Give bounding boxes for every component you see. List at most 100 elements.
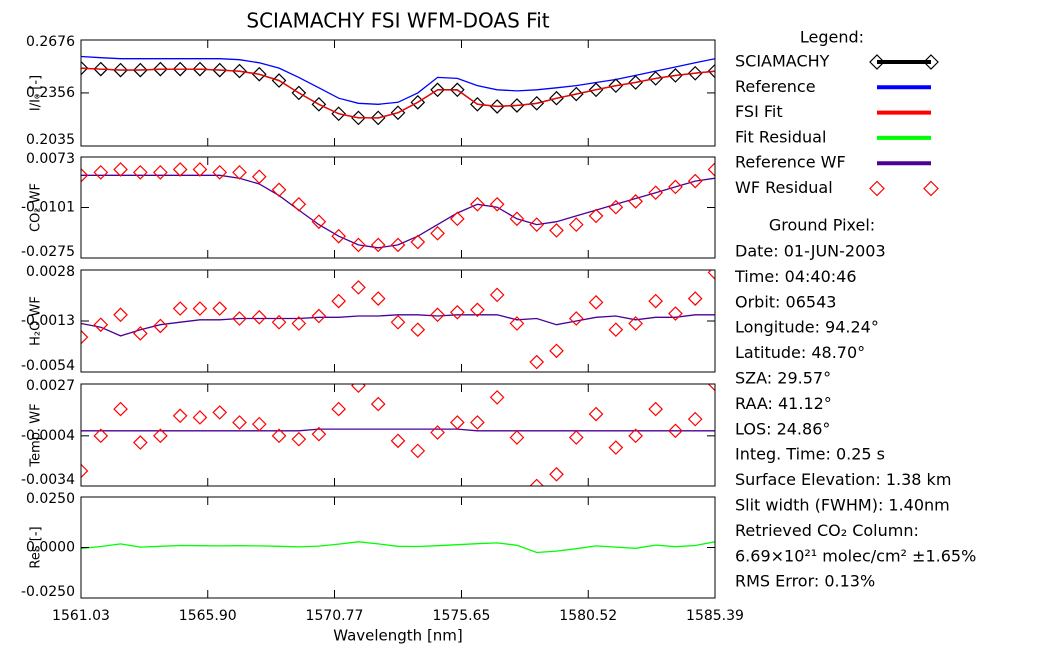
legend-label: Fit Residual [735,127,826,146]
data-point [509,98,525,113]
data-point [331,401,347,417]
y-axis-label: H₂O WF [29,296,44,346]
y-tick-label: 0.2356 [26,85,75,101]
info-line: Date: 01-JUN-2003 [735,242,886,261]
data-point [271,314,287,330]
data-point [568,311,584,326]
data-point [153,165,168,180]
data-point [232,165,247,180]
info-line: Time: 04:40:46 [734,267,857,286]
legend-marker [869,54,885,70]
data-point [588,294,604,310]
data-point [132,165,148,180]
info-line: SZA: 29.57° [735,369,831,388]
data-point [529,478,545,486]
info-line: RAA: 41.12° [735,394,832,413]
data-point [192,410,208,425]
data-point [509,316,525,331]
data-point [648,185,664,201]
data-point [251,169,267,185]
data-point [311,426,327,442]
data-point [489,196,505,212]
data-point [410,443,426,459]
legend-title: Legend: [800,28,864,47]
data-point [588,208,604,224]
x-tick-label: 1561.03 [52,608,110,624]
y-tick-label: -0.0054 [21,358,75,374]
data-point [311,214,327,230]
data-point [370,110,386,126]
data-point [668,306,683,321]
data-point [93,165,109,180]
data-point [331,228,347,244]
data-point [331,293,347,309]
y-tick-label: 0.2035 [26,132,75,148]
y-tick-label: 0.0000 [26,540,75,556]
series-line [81,314,715,337]
info-line: RMS Error: 0.13% [735,572,875,591]
data-point [390,237,406,253]
y-tick-label: 0.2676 [26,34,75,50]
data-point [153,318,168,334]
data-point [608,440,624,455]
data-point [113,162,128,177]
data-point [430,225,445,241]
data-point [370,291,386,306]
data-point [172,162,188,177]
data-point [410,322,426,338]
x-tick-label: 1570.77 [306,608,364,624]
legend-label: FSI Fit [735,102,783,121]
data-point [291,316,307,331]
y-axis-label: CO₂ WF [29,183,44,232]
data-point [271,182,287,198]
data-point [529,95,545,111]
y-tick-label: 0.0027 [26,378,75,394]
data-point [430,307,445,323]
info-line: LOS: 24.86° [735,419,830,438]
data-point [410,234,426,250]
data-point [153,428,168,444]
legend-label: WF Residual [735,178,833,197]
data-point [489,390,505,405]
data-point [648,401,664,417]
legend-marker [869,180,885,197]
data-point [430,425,445,440]
data-point [509,211,525,227]
data-point [608,199,624,215]
data-point [271,428,287,444]
data-point [172,408,188,424]
legend-label: SCIAMACHY [735,52,830,71]
data-point [549,223,564,238]
data-point [470,196,485,212]
data-point [648,71,664,86]
data-point [588,406,604,422]
data-point [81,329,89,345]
data-point [707,162,715,177]
data-point [568,430,584,445]
legend-label: Reference [735,77,816,96]
data-point [291,431,307,447]
y-axis-label: Res [-] [29,526,44,568]
data-point [351,384,366,394]
data-point [668,423,683,439]
data-point [351,237,366,253]
series-line [81,541,715,554]
data-point [81,463,89,479]
data-point [232,415,247,430]
data-point [509,430,525,445]
data-point [529,217,545,232]
data-point [212,405,228,420]
data-point [588,82,604,98]
data-point [132,435,148,450]
y-tick-label: -0.0101 [21,200,75,216]
y-tick-label: 0.0250 [26,491,75,507]
info-line: Integ. Time: 0.25 s [735,445,885,464]
plot-frame [80,383,716,487]
data-point [291,196,307,212]
y-tick-label: -0.0250 [21,584,75,600]
data-point [648,293,664,309]
data-point [172,61,188,77]
data-point [449,415,465,430]
x-tick-label: 1580.52 [559,608,617,624]
